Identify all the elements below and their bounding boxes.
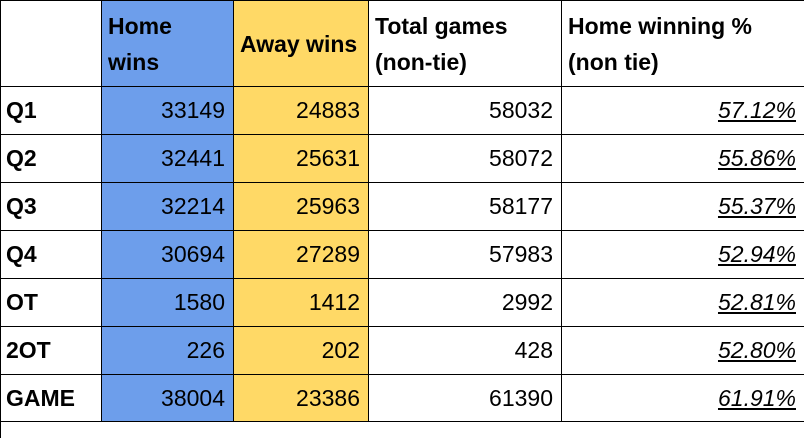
home-wins-cell: 30694: [102, 231, 234, 279]
header-home-winning-pct: Home winning % (non tie): [562, 1, 804, 87]
row-label: 2OT: [1, 327, 102, 375]
home-wins-cell: 1580: [102, 279, 234, 327]
home-wins-cell: 33149: [102, 87, 234, 135]
home-wins-cell: 32214: [102, 183, 234, 231]
home-pct-cell: 61.91%: [562, 375, 804, 422]
away-wins-cell: 202: [234, 327, 369, 375]
total-games-cell: 58072: [369, 135, 562, 183]
away-wins-cell: 27289: [234, 231, 369, 279]
home-pct-cell: 55.86%: [562, 135, 804, 183]
row-label: Q3: [1, 183, 102, 231]
total-games-cell: 57983: [369, 231, 562, 279]
away-wins-cell: 23386: [234, 375, 369, 422]
home-pct-cell: 52.81%: [562, 279, 804, 327]
header-corner-cell: [1, 1, 102, 87]
away-wins-cell: 1412: [234, 279, 369, 327]
away-wins-cell: 24883: [234, 87, 369, 135]
row-label: OT: [1, 279, 102, 327]
home-pct-cell: 57.12%: [562, 87, 804, 135]
row-label: Q1: [1, 87, 102, 135]
home-wins-cell: 32441: [102, 135, 234, 183]
total-games-cell: 2992: [369, 279, 562, 327]
home-pct-cell: 52.94%: [562, 231, 804, 279]
total-games-cell: 61390: [369, 375, 562, 422]
total-games-cell: 428: [369, 327, 562, 375]
row-label: Q2: [1, 135, 102, 183]
home-pct-cell: 55.37%: [562, 183, 804, 231]
header-total-games: Total games (non-tie): [369, 1, 562, 87]
away-wins-cell: 25963: [234, 183, 369, 231]
header-away-wins: Away wins: [234, 1, 369, 87]
row-label: Q4: [1, 231, 102, 279]
home-wins-cell: 226: [102, 327, 234, 375]
total-games-cell: 58177: [369, 183, 562, 231]
header-home-wins: Home wins: [102, 1, 234, 87]
away-wins-cell: 25631: [234, 135, 369, 183]
total-games-cell: 58032: [369, 87, 562, 135]
home-wins-cell: 38004: [102, 375, 234, 422]
row-label: GAME: [1, 375, 102, 422]
home-pct-cell: 52.80%: [562, 327, 804, 375]
